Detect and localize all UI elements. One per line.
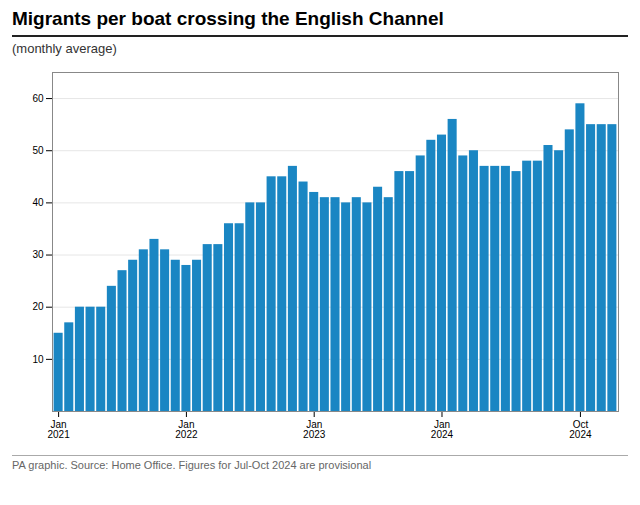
- svg-text:10: 10: [32, 354, 44, 365]
- svg-text:20: 20: [32, 301, 44, 312]
- html-text:PA graphic. Source: Home Offic: PA graphic. Source: Home Office. Figures…: [12, 459, 372, 471]
- svg-text:Jan2022: Jan2022: [175, 419, 198, 440]
- svg-text:50: 50: [32, 145, 44, 156]
- svg-text:Jan2024: Jan2024: [431, 419, 454, 440]
- html-text:(monthly average): (monthly average): [12, 41, 117, 56]
- svg-text:30: 30: [32, 249, 44, 260]
- svg-text:60: 60: [32, 93, 44, 104]
- svg-text:Oct2024: Oct2024: [569, 419, 592, 440]
- svg-text:40: 40: [32, 197, 44, 208]
- html-text:Migrants per boat crossing the: Migrants per boat crossing the English C…: [12, 8, 444, 29]
- svg-text:Jan2023: Jan2023: [303, 419, 326, 440]
- svg-text:Jan2021: Jan2021: [47, 419, 70, 440]
